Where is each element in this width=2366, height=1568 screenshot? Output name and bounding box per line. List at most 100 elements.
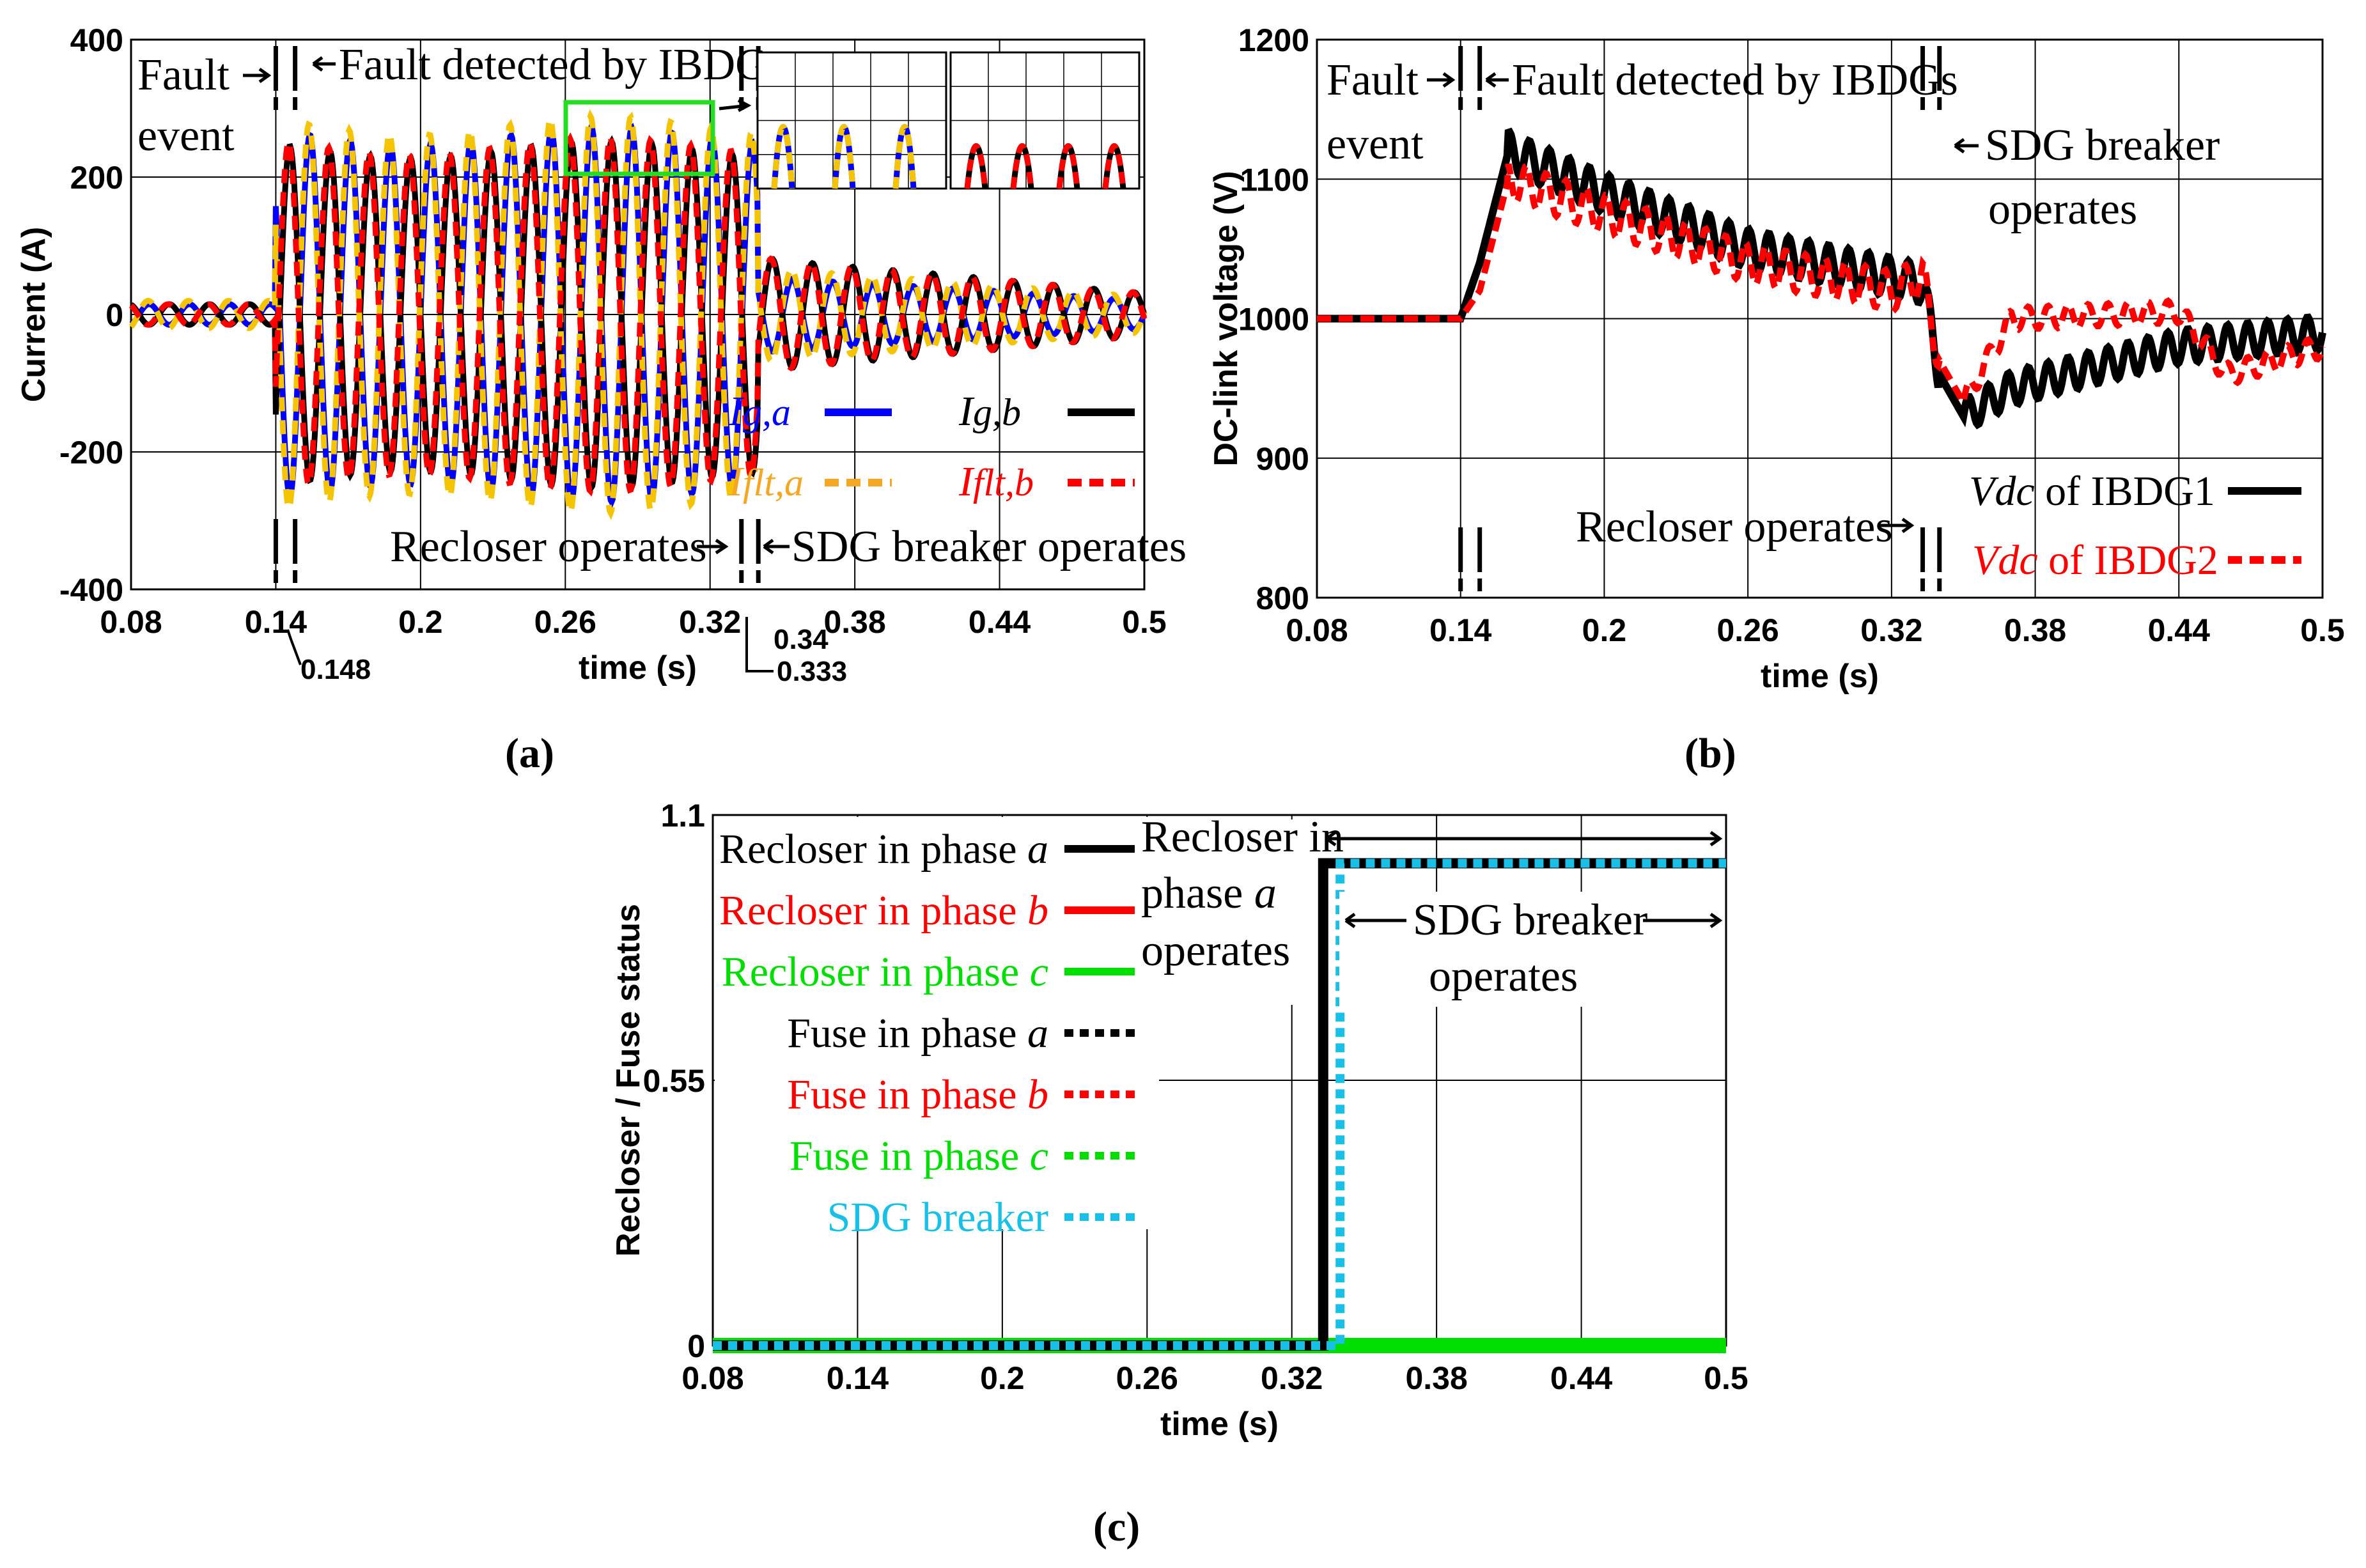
panel-b-recloser: Recloser operates <box>1576 502 1893 552</box>
panel-c-sdg-1: SDG breaker <box>1413 896 1647 945</box>
panel-a-ytick-4: -400 <box>59 572 123 608</box>
panel-b-caption-run-1: b <box>1699 730 1722 777</box>
panel-c-legend-label-3: Fuse in phase a <box>787 1010 1048 1057</box>
panel-c-recloser-2-run-0: phase <box>1141 869 1254 918</box>
panel-a-xlabel: time (s) <box>579 649 697 687</box>
panel-a-inset-wave-1-2-1 <box>1056 143 1080 189</box>
panel-b-xtick-7: 0.5 <box>2300 612 2345 648</box>
panel-a-extra-tick-2: 0.34 <box>774 624 829 655</box>
panel-c-caption: (c) <box>1093 1503 1140 1550</box>
panel-a-caption-run-1: a <box>519 730 540 777</box>
panel-a-sdg-label: SDG breaker operates <box>791 522 1187 571</box>
panel-a-legend-label-0: Ig,a <box>728 388 791 435</box>
panel-a-ytick-3: -200 <box>59 435 123 470</box>
panel-b-ytick-1: 1100 <box>1240 162 1309 198</box>
panel-a-legend-label-0-run-0: I <box>728 388 745 435</box>
panel-a-extra-tick-pointer-1 <box>745 617 774 672</box>
panel-c-ann-bg2 <box>1339 892 1665 1007</box>
panel-a: 0.08 0.14 0.2 0.26 0.32 0.38 0.44 0.5 400 200 0 -20… <box>15 22 1187 777</box>
panel-c-legend-label-5-run-1: c <box>1030 1133 1048 1179</box>
panel-c-legend-label-6-run-0: SDG breaker <box>827 1194 1048 1241</box>
panel-c-xtick-1: 0.14 <box>827 1360 889 1396</box>
panel-c-xtick-5: 0.38 <box>1405 1360 1467 1396</box>
panel-a-arrow-zoom <box>719 98 752 113</box>
panel-a-legend-label-3: Iflt,b <box>958 458 1034 505</box>
panel-b-xtick-6: 0.44 <box>2148 612 2211 648</box>
panel-b-arrow-sdg <box>1954 137 1979 154</box>
panel-a-inset-wave-0-0-1 <box>771 124 795 189</box>
panel-c-ytick-1: 0.55 <box>643 1063 705 1099</box>
panel-a-ylabel: Current (A) <box>15 227 52 402</box>
panel-b-fault-detected: Fault detected by IBDGs <box>1512 56 1958 105</box>
panel-c-caption-run-2: ) <box>1126 1503 1140 1550</box>
panel-a-ytick-1: 200 <box>70 160 123 196</box>
panel-c-arrow-recloser <box>1325 830 1723 847</box>
panel-c-caption-run-1: c <box>1107 1503 1126 1550</box>
panel-b-xtick-0: 0.08 <box>1286 612 1348 648</box>
panel-c-legend-label-5: Fuse in phase c <box>790 1133 1048 1179</box>
panel-c-legend-label-1: Recloser in phase b <box>719 887 1048 934</box>
panel-c-xtick-7: 0.5 <box>1704 1360 1748 1396</box>
panel-b-sdg-2: operates <box>1988 185 2137 234</box>
panel-c-xtick-0: 0.08 <box>681 1360 743 1396</box>
panel-a-xtick-7: 0.5 <box>1122 604 1167 640</box>
panel-a-xtick-4: 0.32 <box>679 604 741 640</box>
panel-c-xtick-3: 0.26 <box>1116 1360 1178 1396</box>
panel-a-extra-tick-1: 0.333 <box>777 656 847 687</box>
panel-c-legend-label-0-run-1: a <box>1027 826 1048 873</box>
panel-b-xtick-2: 0.2 <box>1582 612 1627 648</box>
panel-a-extra-tick-0: 0.148 <box>300 654 371 685</box>
panel-b-ylabel: DC-link voltage (V) <box>1208 171 1245 466</box>
panel-a-xtick-5: 0.38 <box>823 604 885 640</box>
panel-a-arrow-sdg <box>763 538 790 555</box>
panel-a-legend-label-1-run-0: I <box>958 388 975 435</box>
panel-a-inset-wave-1-3-1 <box>1102 143 1126 189</box>
panel-a-legend-label-1: Ig,b <box>958 388 1021 435</box>
panel-c-recloser-3: operates <box>1141 926 1290 975</box>
panel-a-legend-label-2-run-0: I <box>728 458 745 505</box>
panel-b-legend-label-1: Vdc of IBDG2 <box>1972 537 2218 584</box>
panel-a-legend-label-1-run-1: g,b <box>973 391 1021 433</box>
panel-c-legend-label-2-run-0: Recloser in phase <box>722 949 1030 995</box>
panel-a-inset-wave-0-2-1 <box>892 124 917 189</box>
panel-b-ytick-2: 1000 <box>1238 302 1309 338</box>
panel-c-legend-bg <box>715 817 1159 1229</box>
panel-b-ytick-0: 1200 <box>1238 22 1309 58</box>
panel-c-legend-label-1-run-1: b <box>1027 887 1048 934</box>
panel-b-xtick-3: 0.26 <box>1716 612 1778 648</box>
panel-a-recloser-label: Recloser operates <box>390 522 707 571</box>
panel-a-xtick-0: 0.08 <box>100 604 162 640</box>
panel-a-legend-label-3-run-0: I <box>958 458 975 505</box>
panel-c-legend-label-5-run-0: Fuse in phase <box>790 1133 1030 1179</box>
panel-b-legend-label-0: Vdc of IBDG1 <box>1969 468 2215 515</box>
panel-a-xtick-2: 0.2 <box>398 604 443 640</box>
panel-a-arrow-recloser <box>697 538 729 555</box>
panel-b-arrow-detect <box>1485 72 1509 88</box>
panel-a-extra-tick-pointer-0 <box>286 629 302 665</box>
panel-c-ann-bg <box>1138 819 1311 1005</box>
panel-a-fault-event-2: event <box>137 111 235 160</box>
panel-c-legend-label-6: SDG breaker <box>827 1194 1048 1241</box>
panel-c-sdg-2: operates <box>1429 952 1578 1001</box>
panel-a-inset-wave-0-1-1 <box>832 124 856 189</box>
panel-a-caption-run-0: ( <box>505 730 519 777</box>
panel-b-fault-event-2: event <box>1327 120 1424 169</box>
panel-c-legend-label-2: Recloser in phase c <box>722 949 1048 995</box>
panel-b-legend-label-1-run-1: of IBDG2 <box>2038 537 2218 584</box>
panel-c-legend-label-4-run-0: Fuse in phase <box>787 1071 1027 1118</box>
panel-a-arrow-detect <box>312 56 336 72</box>
panel-c-ytick-0: 1.1 <box>660 798 705 834</box>
panel-c-xtick-2: 0.2 <box>980 1360 1025 1396</box>
panel-c-arrow-sdg-left <box>1344 912 1406 929</box>
panel-c-ytick-2: 0 <box>687 1328 705 1364</box>
panel-a-series-line-3 <box>129 132 1148 497</box>
panel-a-fault-detected: Fault detected by IBDGs <box>339 40 785 89</box>
panel-a-ytick-0: 400 <box>70 22 123 58</box>
panel-c-xtick-4: 0.32 <box>1261 1360 1323 1396</box>
panel-c-xtick-6: 0.44 <box>1550 1360 1613 1396</box>
panel-a-legend-label-0-run-1: g,a <box>743 391 791 433</box>
panel-a-legend-label-2-run-1: flt,a <box>743 462 804 504</box>
panel-b-caption-run-2: ) <box>1722 730 1736 777</box>
